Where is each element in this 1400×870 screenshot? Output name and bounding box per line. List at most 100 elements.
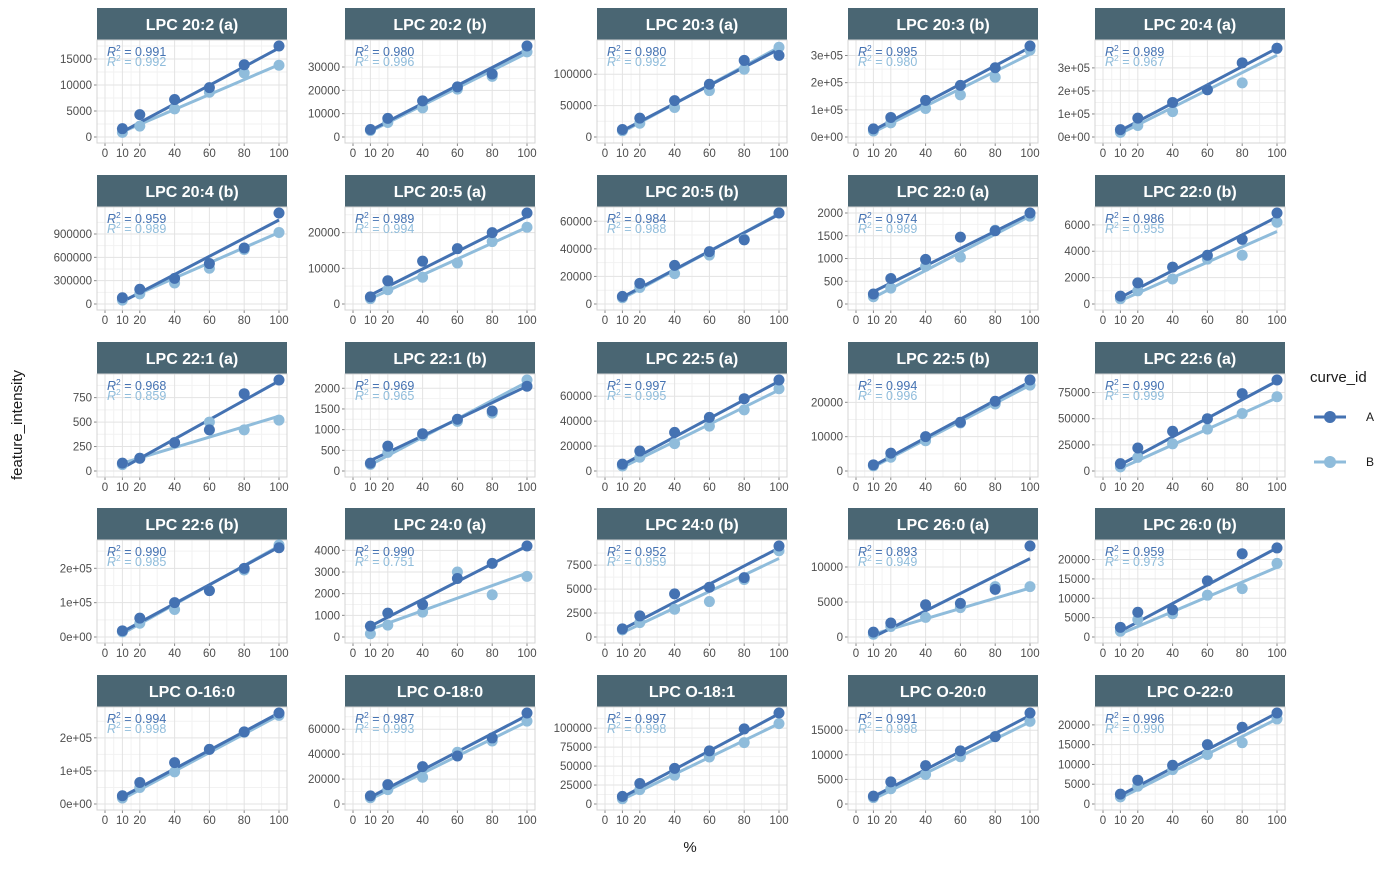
r2-annotation-a: R2 = 0.990: [355, 543, 414, 559]
fit-line-b: [369, 720, 528, 801]
x-tick-label: 80: [738, 648, 751, 660]
facet-strip-title: LPC 22:6 (a): [1144, 351, 1236, 368]
fit-line-b: [121, 414, 280, 465]
x-tick-label: 20: [133, 315, 146, 327]
panel-border: [847, 206, 1039, 311]
panel-border: [596, 706, 788, 811]
data-point-a: [238, 562, 250, 574]
facet-strip: [848, 675, 1038, 707]
y-tick-label: 4000: [1064, 246, 1090, 258]
x-tick-label: 100: [517, 648, 536, 660]
x-tick-label: 20: [133, 648, 146, 660]
data-point-a: [1271, 542, 1283, 554]
facet-strip-title: LPC 22:1 (b): [393, 351, 486, 368]
fit-line-a: [121, 218, 280, 303]
x-tick-label: 10: [616, 815, 629, 827]
r2-annotation-a: R2 = 0.968: [107, 377, 166, 393]
data-point-b: [920, 611, 932, 623]
x-tick-label: 60: [1201, 315, 1214, 327]
data-point-a: [738, 723, 750, 735]
facet-strip-title: LPC 20:5 (a): [394, 184, 486, 201]
data-point-b: [364, 628, 376, 640]
x-tick-label: 60: [451, 315, 464, 327]
data-point-a: [773, 49, 785, 61]
facet-panel: LPC 22:1 (a) 0 10 20 40 60 80 100 0 250 500 750 R2 =…: [73, 342, 289, 494]
r2-annotation-a: R2 = 0.893: [858, 543, 917, 559]
x-tick-label: 80: [989, 648, 1002, 660]
x-tick-label: 20: [633, 482, 646, 494]
x-tick-label: 80: [486, 815, 499, 827]
y-tick-label: 1000: [817, 254, 843, 266]
data-point-b: [417, 771, 429, 783]
facet-strip-title: LPC O-20:0: [900, 684, 986, 701]
x-tick-label: 80: [238, 815, 251, 827]
x-tick-label: 0: [1100, 648, 1106, 660]
data-point-b: [669, 438, 681, 450]
facet-strip-title: LPC 20:4 (b): [145, 184, 238, 201]
x-tick-label: 80: [1236, 315, 1249, 327]
facet-strip-title: LPC 20:3 (b): [896, 17, 989, 34]
x-tick-label: 40: [416, 648, 429, 660]
fit-line-b: [621, 557, 780, 635]
data-point-b: [703, 420, 715, 432]
facet-panel: LPC 20:2 (a) 0 10 20 40 60 80 100 0 5000 10000 1500…: [60, 8, 289, 160]
r2-annotation-a: R2 = 0.986: [1105, 210, 1164, 226]
y-tick-label: 0: [334, 799, 340, 811]
x-tick-label: 100: [517, 482, 536, 494]
x-tick-label: 20: [133, 148, 146, 160]
fit-line-a: [369, 714, 528, 799]
facet-strip: [597, 8, 787, 40]
x-tick-label: 0: [602, 148, 608, 160]
data-point-a: [669, 762, 681, 774]
panel-border: [96, 206, 288, 311]
x-tick-label: 80: [738, 148, 751, 160]
y-tick-label: 20000: [560, 271, 592, 283]
data-point-a: [1024, 207, 1036, 219]
fit-line-b: [621, 722, 780, 801]
x-tick-label: 100: [1267, 315, 1286, 327]
fit-line-a: [872, 46, 1031, 132]
r2-annotation-a: R2 = 0.969: [355, 377, 414, 393]
data-point-b: [238, 424, 250, 436]
panel-border: [596, 206, 788, 311]
facet-strip-title: LPC 20:2 (a): [146, 17, 238, 34]
data-point-b: [273, 59, 285, 71]
y-tick-label: 100000: [554, 723, 592, 735]
data-point-b: [521, 570, 533, 582]
x-tick-label: 60: [203, 148, 216, 160]
x-tick-label: 60: [954, 482, 967, 494]
data-point-b: [521, 221, 533, 233]
data-point-a: [1236, 57, 1248, 69]
data-point-a: [486, 68, 498, 80]
data-point-a: [1236, 388, 1248, 400]
x-tick-label: 10: [116, 315, 129, 327]
x-tick-label: 10: [1114, 315, 1127, 327]
data-point-b: [1236, 583, 1248, 595]
fit-line-b: [1119, 565, 1278, 636]
y-tick-label: 25000: [560, 780, 592, 792]
y-tick-label: 40000: [560, 244, 592, 256]
y-tick-label: 0e+00: [811, 132, 843, 144]
y-tick-label: 1500: [314, 404, 340, 416]
fit-line-a: [872, 714, 1031, 798]
data-point-a: [738, 54, 750, 66]
data-point-a: [616, 123, 628, 135]
data-point-a: [273, 40, 285, 52]
x-tick-label: 60: [954, 148, 967, 160]
x-tick-label: 10: [1114, 148, 1127, 160]
data-point-a: [1201, 575, 1213, 587]
x-tick-label: 100: [769, 148, 788, 160]
r2-annotation-b: R2 = 0.989: [107, 220, 166, 236]
y-tick-label: 500: [321, 445, 340, 457]
data-point-a: [486, 227, 498, 239]
y-tick-label: 4000: [314, 545, 340, 557]
y-tick-label: 0: [1084, 299, 1090, 311]
fit-line-b: [1119, 396, 1278, 470]
y-tick-label: 0: [86, 299, 92, 311]
panel-border: [1094, 539, 1286, 644]
data-point-a: [634, 610, 646, 622]
facet-strip: [345, 175, 535, 207]
y-tick-label: 60000: [308, 724, 340, 736]
y-tick-label: 10000: [811, 562, 843, 574]
